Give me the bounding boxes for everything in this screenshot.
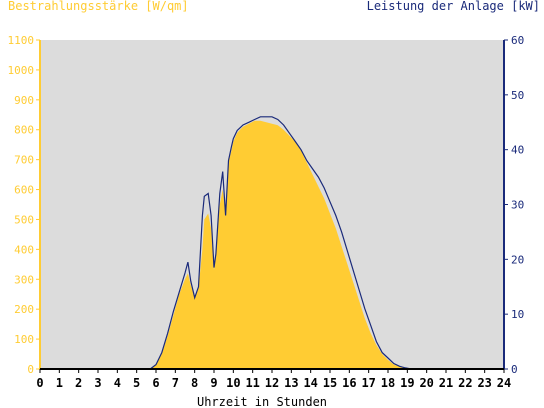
x-tick-label: 20 xyxy=(419,376,433,390)
x-tick-label: 23 xyxy=(477,376,491,390)
x-tick-label: 6 xyxy=(152,376,159,390)
x-tick-label: 8 xyxy=(191,376,198,390)
x-tick-label: 10 xyxy=(226,376,240,390)
right-tick-label: 10 xyxy=(511,308,524,321)
x-tick-label: 19 xyxy=(400,376,414,390)
irradiance-area xyxy=(40,120,504,369)
x-tick-label: 18 xyxy=(381,376,395,390)
x-tick-label: 1 xyxy=(56,376,63,390)
axes xyxy=(36,39,508,373)
x-tick-label: 22 xyxy=(458,376,472,390)
left-tick-label: 700 xyxy=(14,154,34,167)
x-tick-label: 9 xyxy=(210,376,217,390)
x-tick-label: 5 xyxy=(133,376,140,390)
x-tick-label: 14 xyxy=(303,376,317,390)
right-tick-label: 30 xyxy=(511,199,524,212)
x-tick-label: 12 xyxy=(265,376,279,390)
x-tick-label: 3 xyxy=(94,376,101,390)
left-axis-title: Bestrahlungsstärke [W/qm] xyxy=(8,0,189,13)
left-tick-label: 200 xyxy=(14,303,34,316)
left-tick-label: 500 xyxy=(14,213,34,226)
right-tick-label: 0 xyxy=(511,363,518,376)
x-tick-label: 4 xyxy=(114,376,121,390)
right-tick-label: 50 xyxy=(511,89,524,102)
left-tick-label: 300 xyxy=(14,273,34,286)
x-tick-label: 17 xyxy=(361,376,375,390)
x-axis-title: Uhrzeit in Stunden xyxy=(197,395,327,408)
x-tick-label: 15 xyxy=(323,376,337,390)
tick-labels: 0100200300400500600700800900100011000102… xyxy=(8,34,525,390)
x-tick-label: 7 xyxy=(172,376,179,390)
x-tick-label: 11 xyxy=(245,376,259,390)
power-line xyxy=(40,116,504,370)
left-tick-label: 100 xyxy=(14,333,34,346)
left-tick-label: 800 xyxy=(14,124,34,137)
left-tick-label: 900 xyxy=(14,94,34,107)
irradiance-area-layer xyxy=(40,120,504,369)
left-tick-label: 600 xyxy=(14,184,34,197)
left-tick-label: 1000 xyxy=(8,64,35,77)
x-tick-label: 24 xyxy=(497,376,511,390)
left-tick-label: 0 xyxy=(27,363,34,376)
x-tick-label: 0 xyxy=(36,376,43,390)
right-tick-label: 20 xyxy=(511,253,524,266)
right-tick-label: 40 xyxy=(511,144,524,157)
x-tick-label: 2 xyxy=(75,376,82,390)
x-tick-label: 16 xyxy=(342,376,356,390)
power-line-layer xyxy=(40,116,504,370)
right-axis-title: Leistung der Anlage [kW] xyxy=(367,0,540,13)
left-tick-label: 1100 xyxy=(8,34,35,47)
right-tick-label: 60 xyxy=(511,34,524,47)
x-tick-label: 21 xyxy=(439,376,453,390)
x-tick-label: 13 xyxy=(284,376,298,390)
left-tick-label: 400 xyxy=(14,243,34,256)
